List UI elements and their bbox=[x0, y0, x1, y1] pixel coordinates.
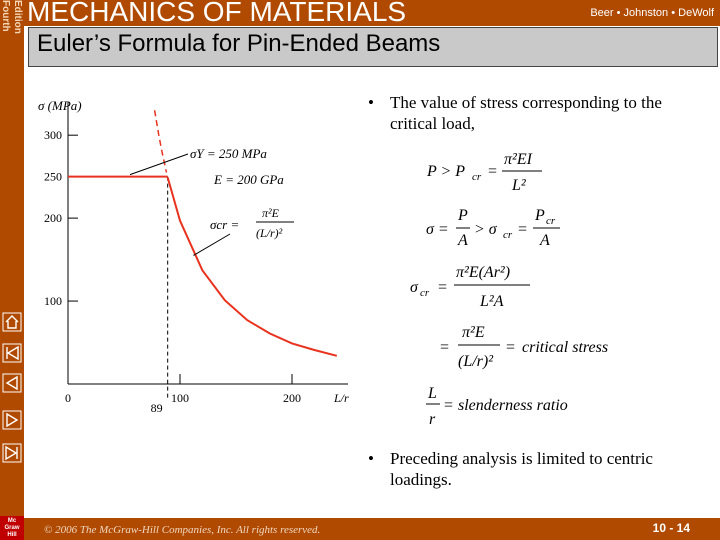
copyright: © 2006 The McGraw-Hill Companies, Inc. A… bbox=[44, 524, 321, 536]
eq4-den: (L/r)² bbox=[458, 353, 494, 370]
eq4-num: π²E bbox=[462, 324, 485, 341]
yield-pointer bbox=[129, 153, 189, 176]
eq4-label: critical stress bbox=[522, 339, 608, 356]
bullet-dot: • bbox=[368, 93, 374, 112]
footer-bar: © 2006 The McGraw-Hill Companies, Inc. A… bbox=[24, 518, 720, 540]
eq2-sigma: σ = bbox=[426, 221, 449, 238]
eq5-label: slenderness ratio bbox=[458, 397, 568, 414]
authors: Beer • Johnston • DeWolf bbox=[590, 7, 714, 19]
eq3-left: σ bbox=[410, 279, 419, 296]
eq1-sub: cr bbox=[472, 171, 482, 183]
eq1-equals: = bbox=[488, 163, 497, 180]
last-slide-icon[interactable] bbox=[2, 443, 22, 463]
eq5-equals: = bbox=[444, 397, 453, 414]
eq4-equals: = bbox=[440, 339, 449, 356]
eq2-mid: > σ bbox=[474, 221, 498, 238]
y-tick-label: 200 bbox=[44, 211, 62, 225]
previous-slide-icon[interactable] bbox=[2, 373, 22, 393]
edition-label: Fourth Edition bbox=[0, 0, 24, 48]
y-tick-label: 300 bbox=[44, 128, 62, 142]
bullet-text: The value of stress corresponding to the… bbox=[390, 93, 662, 133]
eq3-sub: cr bbox=[420, 287, 430, 299]
edition-line2: Edition bbox=[12, 0, 23, 34]
page-number: 10 - 14 bbox=[652, 521, 690, 535]
eq3-num: π²E(Ar²) bbox=[456, 264, 510, 281]
formula-num: π²E bbox=[262, 206, 280, 220]
bullet-item: • The value of stress corresponding to t… bbox=[368, 92, 708, 134]
eq3-den: L²A bbox=[479, 293, 504, 310]
edition-line1: Fourth bbox=[0, 0, 11, 32]
eq1-left: P > P bbox=[426, 163, 465, 180]
slide-title: Euler’s Formula for Pin-Ended Beams bbox=[37, 30, 441, 57]
eq2-den: A bbox=[457, 232, 468, 249]
formula-label-left: σcr = bbox=[210, 217, 239, 232]
first-slide-icon[interactable] bbox=[2, 343, 22, 363]
eq2-rnum: P bbox=[534, 207, 545, 224]
eq2-sub: cr bbox=[503, 229, 513, 241]
home-icon[interactable] bbox=[2, 312, 22, 332]
eq2-eq: = bbox=[518, 221, 527, 238]
x-tick-label: 100 bbox=[171, 391, 189, 405]
formula-den: (L/r)² bbox=[256, 226, 283, 240]
yield-label: σY = 250 MPa bbox=[190, 146, 267, 161]
x-tick-label: 0 bbox=[65, 391, 71, 405]
course-title: MECHANICS OF MATERIALS bbox=[27, 0, 407, 27]
transition-label: 89 bbox=[151, 401, 163, 415]
y-tick-label: 250 bbox=[44, 170, 62, 184]
bullet-text: Preceding analysis is limited to centric… bbox=[390, 449, 653, 489]
series-line bbox=[166, 177, 338, 357]
eq4-equals2: = bbox=[506, 339, 515, 356]
equations: P > P cr = π²EI L² σ = P A > σ cr = P cr… bbox=[410, 151, 608, 428]
eq2-rsub: cr bbox=[546, 215, 556, 227]
header-bar: MECHANICS OF MATERIALS Beer • Johnston •… bbox=[24, 0, 720, 27]
y-tick-label: 100 bbox=[44, 294, 62, 308]
bullet-item: • Preceding analysis is limited to centr… bbox=[368, 448, 708, 490]
eq1-den: L² bbox=[511, 177, 527, 194]
y-axis-label: σ (MPa) bbox=[38, 98, 82, 113]
title-box: Euler’s Formula for Pin-Ended Beams bbox=[28, 27, 718, 67]
eq5-den: r bbox=[429, 411, 436, 428]
x-axis-label: L/r bbox=[333, 391, 349, 405]
eq2-rden: A bbox=[539, 232, 550, 249]
formula-pointer bbox=[193, 233, 231, 256]
eq2-num: P bbox=[457, 207, 468, 224]
euler-extension-line bbox=[153, 110, 168, 173]
stress-slenderness-chart: 100 200 250 300 0 100 200 σ (MPa) L/r 89 σY = 250 … bbox=[38, 98, 349, 415]
eq5-num: L bbox=[427, 385, 437, 402]
eq3-equals: = bbox=[438, 279, 447, 296]
next-slide-icon[interactable] bbox=[2, 410, 22, 430]
publisher-logo: Mc Graw Hill bbox=[0, 516, 24, 540]
eq1-num: π²EI bbox=[504, 151, 533, 168]
modulus-label: E = 200 GPa bbox=[213, 172, 284, 187]
x-tick-label: 200 bbox=[283, 391, 301, 405]
bullet-dot: • bbox=[368, 449, 374, 468]
